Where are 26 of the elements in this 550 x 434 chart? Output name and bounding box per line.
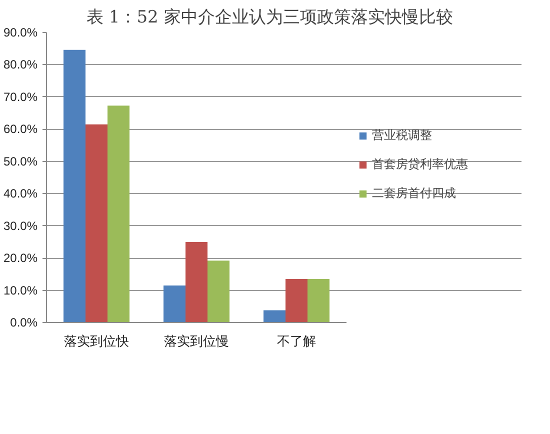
y-tick-label: 0.0% (10, 316, 38, 330)
bar (164, 285, 186, 322)
legend-label: 二套房首付四成 (372, 185, 456, 202)
legend-label: 首套房贷利率优惠 (372, 156, 468, 173)
x-tick-label: 不了解 (277, 334, 316, 348)
legend-label: 营业税调整 (372, 127, 432, 144)
bar (86, 124, 108, 322)
y-tick-label: 10.0% (3, 283, 38, 298)
bar (64, 50, 86, 322)
bar (186, 242, 208, 322)
y-tick-label: 40.0% (3, 186, 38, 201)
bar (108, 106, 130, 322)
bar (264, 310, 286, 322)
y-tick-label: 70.0% (3, 90, 38, 104)
y-tick-label: 90.0% (3, 26, 38, 40)
bar (308, 279, 330, 322)
y-tick-label: 30.0% (3, 218, 38, 233)
x-tick-label: 落实到位快 (64, 334, 129, 348)
chart-title: 表 1：52 家中介企业认为三项政策落实快慢比较 (86, 8, 453, 28)
bar (286, 279, 308, 322)
bar (208, 260, 230, 322)
x-tick-label: 落实到位慢 (164, 334, 229, 348)
y-tick-label: 80.0% (3, 58, 38, 72)
y-tick-label: 60.0% (3, 122, 38, 136)
y-tick-label: 20.0% (3, 251, 38, 266)
y-tick-label: 50.0% (3, 154, 38, 168)
